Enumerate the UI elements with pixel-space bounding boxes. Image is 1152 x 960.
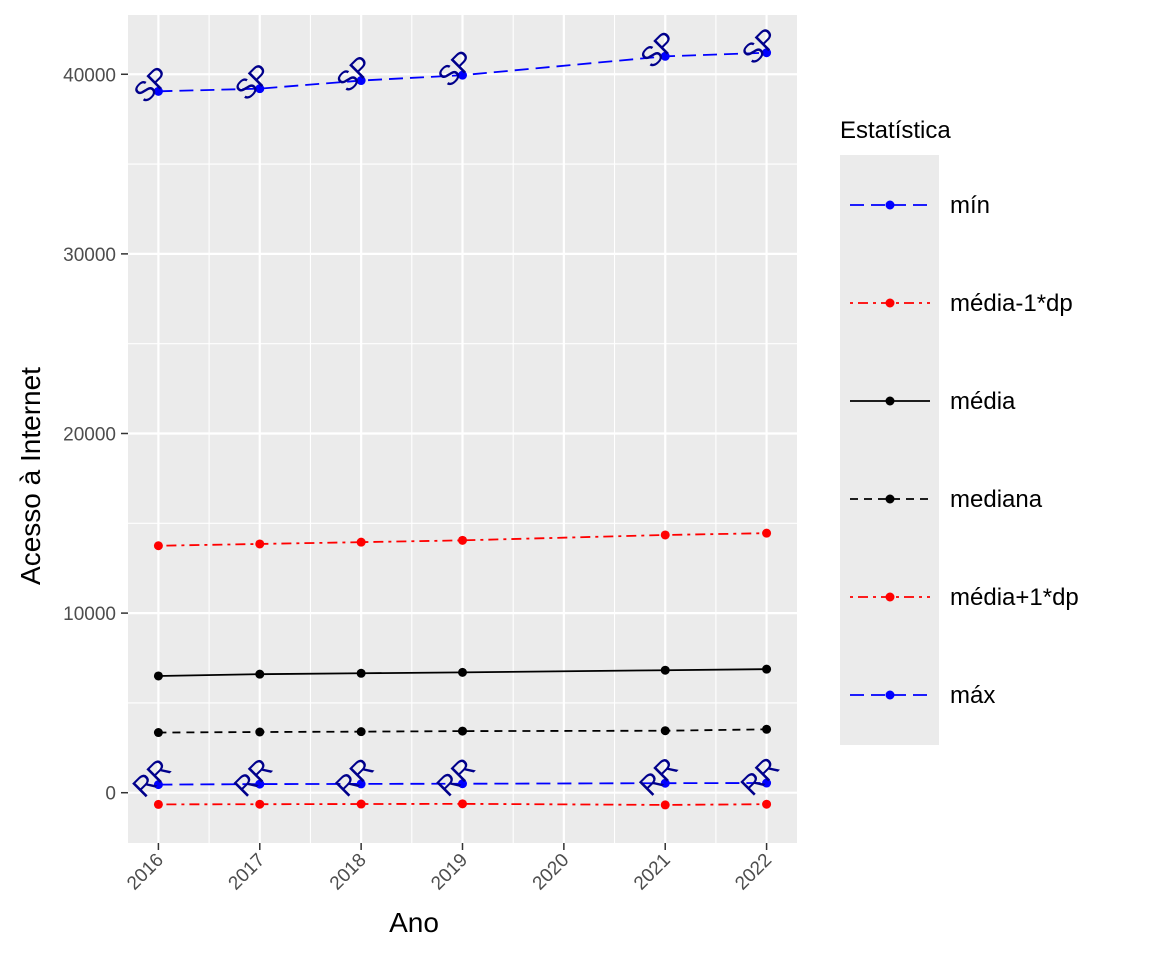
data-point — [458, 535, 467, 545]
data-point — [660, 51, 670, 61]
x-axis-title: Ano — [389, 907, 439, 938]
data-point — [660, 800, 670, 810]
x-tick-label: 2017 — [225, 850, 270, 895]
series-0 — [153, 778, 772, 790]
data-point — [762, 724, 772, 734]
data-point — [255, 779, 265, 789]
x-tick-label: 2021 — [630, 850, 675, 895]
data-point — [356, 537, 366, 547]
x-tick-label: 2019 — [427, 850, 472, 895]
series-line — [158, 802, 767, 806]
legend-key-background — [840, 155, 939, 745]
y-axis-title: Acesso à Internet — [15, 367, 46, 585]
data-point — [356, 668, 366, 678]
data-point — [153, 671, 163, 681]
y-tick-label: 40000 — [63, 65, 116, 86]
legend: Estatística mín média-1*dp média mediana méd… — [840, 117, 1079, 745]
series-line — [158, 532, 767, 547]
y-tick-label: 20000 — [63, 424, 116, 445]
legend-item: mediana — [850, 486, 1043, 513]
series-5 — [153, 48, 772, 96]
legend-key-point — [885, 690, 895, 700]
legend-label: mediana — [950, 486, 1043, 513]
y-tick-label: 0 — [105, 784, 116, 805]
data-point — [153, 86, 163, 96]
legend-label: média — [950, 388, 1016, 415]
data-point — [660, 530, 670, 540]
data-point — [356, 76, 366, 86]
series-layer — [153, 48, 772, 810]
legend-label: mín — [950, 192, 990, 219]
data-point — [458, 70, 467, 80]
legend-title: Estatística — [840, 117, 951, 144]
data-point — [356, 799, 366, 809]
legend-label: média+1*dp — [950, 584, 1079, 611]
y-axis: 0 10000 20000 30000 40000 — [63, 65, 128, 805]
data-point — [153, 780, 163, 790]
series-2 — [153, 664, 772, 681]
x-tick-label: 2016 — [123, 850, 168, 895]
series-line — [158, 782, 767, 786]
data-point — [255, 84, 265, 94]
series-line — [158, 668, 767, 677]
x-axis: 2016 2017 2018 2019 2020 2021 2022 — [123, 843, 776, 894]
legend-item: máx — [850, 682, 995, 709]
data-point — [458, 799, 467, 809]
data-point — [255, 727, 265, 737]
x-tick-label: 2022 — [731, 850, 776, 895]
data-point — [762, 799, 772, 809]
data-point — [356, 727, 366, 737]
data-point — [458, 726, 467, 736]
y-tick-label: 10000 — [63, 604, 116, 625]
data-point — [660, 778, 670, 788]
legend-key-point — [885, 396, 895, 406]
series-line — [158, 728, 767, 734]
data-point — [762, 778, 772, 788]
data-point — [153, 541, 163, 551]
legend-item: média — [850, 388, 1016, 415]
series-3 — [153, 724, 772, 738]
data-point — [660, 665, 670, 675]
x-tick-label: 2018 — [326, 850, 371, 895]
data-point — [153, 728, 163, 738]
data-point — [762, 664, 772, 674]
legend-key-point — [885, 298, 895, 308]
data-point — [458, 667, 467, 677]
legend-items: mín média-1*dp média mediana média+1*dp máx — [850, 192, 1079, 709]
series-4 — [153, 528, 772, 551]
data-point — [356, 779, 366, 789]
data-point — [255, 799, 265, 809]
legend-label: máx — [950, 682, 995, 709]
legend-item: média+1*dp — [850, 584, 1079, 611]
data-point — [762, 48, 772, 58]
legend-key-point — [885, 200, 895, 210]
data-point — [153, 799, 163, 809]
series-1 — [153, 799, 772, 810]
data-point — [255, 669, 265, 679]
data-point — [762, 528, 772, 538]
y-tick-label: 30000 — [63, 245, 116, 266]
legend-item: mín — [850, 192, 990, 219]
legend-key-point — [885, 494, 895, 504]
x-tick-label: 2020 — [529, 850, 574, 895]
data-point — [255, 539, 265, 549]
legend-item: média-1*dp — [850, 290, 1073, 317]
data-point — [660, 726, 670, 736]
data-point — [458, 779, 467, 789]
series-line — [158, 51, 767, 93]
legend-label: média-1*dp — [950, 290, 1073, 317]
legend-key-point — [885, 592, 895, 602]
